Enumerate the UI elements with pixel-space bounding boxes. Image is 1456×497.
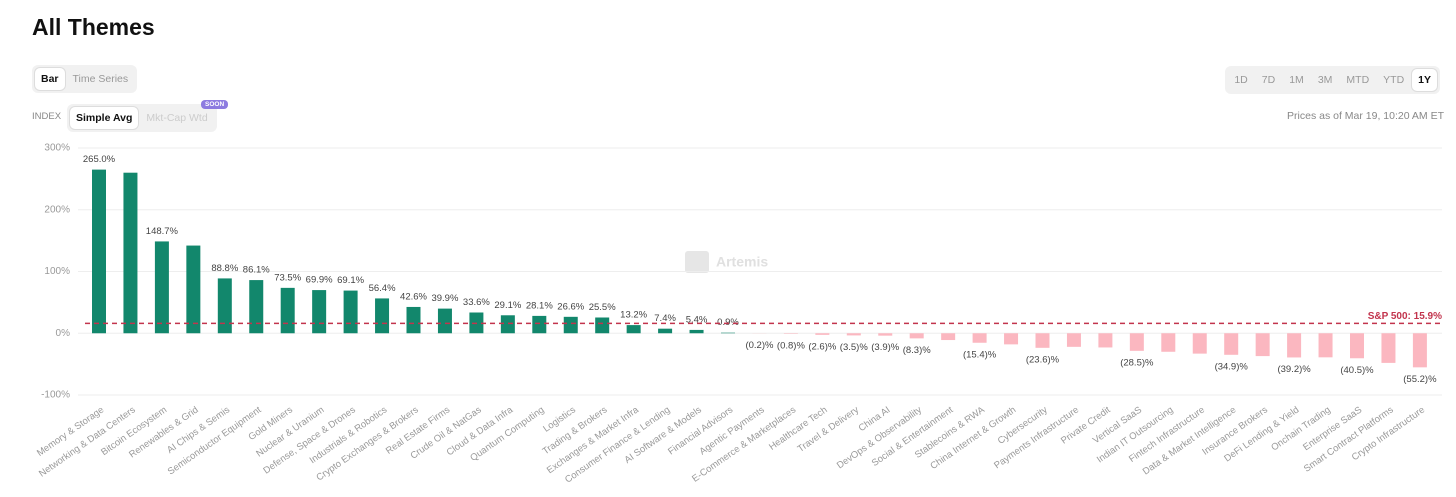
y-tick-label: 100% <box>44 266 70 277</box>
bar <box>406 306 421 334</box>
watermark: Artemis <box>716 254 768 270</box>
value-label: 56.4% <box>369 283 396 294</box>
bar <box>92 169 106 334</box>
bar <box>1287 333 1302 358</box>
watermark-icon <box>685 251 709 273</box>
bar <box>941 333 956 341</box>
view-option[interactable]: Bar <box>35 68 65 90</box>
value-label: 26.6% <box>557 301 584 312</box>
index-option[interactable]: Mkt-Cap Wtd <box>146 112 208 124</box>
bar <box>280 287 295 334</box>
y-tick-label: 200% <box>44 204 70 215</box>
value-label: 33.6% <box>463 297 490 308</box>
value-label: 265.0% <box>83 154 116 165</box>
bar <box>1066 333 1081 347</box>
value-label: (28.5)% <box>1120 357 1154 368</box>
timeframe-option[interactable]: 7D <box>1261 74 1276 86</box>
view-option[interactable]: Time Series <box>72 73 129 85</box>
y-tick-label: 300% <box>44 143 70 154</box>
bar <box>123 172 138 334</box>
y-tick-label: 0% <box>56 328 71 339</box>
value-label: 148.7% <box>146 226 179 237</box>
value-label: 29.1% <box>494 300 521 311</box>
value-label: 86.1% <box>243 265 270 276</box>
view-toggle: Bar Time Series <box>32 65 138 93</box>
bar <box>500 315 515 334</box>
value-label: (3.9)% <box>871 342 900 353</box>
value-label: (39.2)% <box>1277 364 1311 375</box>
bar <box>1318 333 1333 358</box>
bar <box>532 315 547 334</box>
bar <box>1412 333 1427 368</box>
value-label: 39.9% <box>431 293 458 304</box>
bar <box>626 325 641 334</box>
value-label: 73.5% <box>274 272 301 283</box>
bar <box>1161 333 1176 352</box>
bar <box>1004 333 1019 345</box>
value-label: (40.5)% <box>1340 365 1374 376</box>
value-label: (3.5)% <box>840 342 869 353</box>
value-label: (2.6)% <box>808 341 837 352</box>
timeframe-toggle: 1D 7D 1M 3M MTD YTD 1Y <box>1225 66 1440 94</box>
bar <box>343 290 358 334</box>
bar <box>878 333 893 336</box>
timeframe-option[interactable]: 1D <box>1234 74 1248 86</box>
bar <box>721 332 735 334</box>
bar <box>658 328 673 334</box>
value-label: 13.2% <box>620 310 647 321</box>
index-label: INDEX <box>32 111 62 122</box>
bar <box>154 241 169 334</box>
value-label: (23.6)% <box>1026 354 1060 365</box>
value-label: 28.1% <box>526 300 553 311</box>
bar <box>249 280 264 334</box>
price-note: Prices as of Mar 19, 10:20 AM ET <box>1287 110 1444 122</box>
bar <box>846 333 861 336</box>
value-label: (15.4)% <box>963 349 997 360</box>
bar <box>186 245 201 334</box>
value-label: 42.6% <box>400 291 427 302</box>
bar <box>1098 333 1113 348</box>
bar <box>1381 333 1396 363</box>
timeframe-option[interactable]: 3M <box>1317 74 1333 86</box>
bar <box>217 278 232 334</box>
bar <box>437 308 452 334</box>
value-label: (0.2)% <box>745 340 774 351</box>
bar <box>375 298 390 334</box>
bar <box>909 333 924 339</box>
value-label: 5.4% <box>686 314 708 325</box>
value-label: (8.3)% <box>903 345 932 356</box>
bar <box>1035 333 1050 348</box>
index-option[interactable]: Simple Avg <box>70 107 139 129</box>
bar <box>689 329 704 334</box>
value-label: (55.2)% <box>1403 374 1437 385</box>
value-label: 25.5% <box>589 302 616 313</box>
value-label: (0.8)% <box>777 340 806 351</box>
bar <box>1192 333 1207 354</box>
value-label: 69.9% <box>306 275 333 286</box>
value-label: 69.1% <box>337 275 364 286</box>
bar <box>1350 333 1364 359</box>
bar <box>1129 333 1144 351</box>
bar <box>595 317 610 334</box>
timeframe-option[interactable]: MTD <box>1346 74 1370 86</box>
timeframe-option[interactable]: 1Y <box>1412 69 1437 91</box>
value-label: (34.9)% <box>1215 361 1249 372</box>
y-tick-label: -100% <box>41 390 70 401</box>
value-label: 7.4% <box>654 313 676 324</box>
value-label: 88.8% <box>211 263 238 274</box>
timeframe-option[interactable]: YTD <box>1383 74 1405 86</box>
bar <box>1224 333 1239 355</box>
bar <box>815 333 830 335</box>
page-title: All Themes <box>32 14 155 40</box>
bar <box>563 316 578 334</box>
index-toggle: Simple Avg Mkt-Cap Wtd <box>67 104 217 132</box>
timeframe-option[interactable]: 1M <box>1289 74 1304 86</box>
bar <box>972 333 987 343</box>
bar <box>1255 333 1270 357</box>
soon-badge: SOON <box>201 100 229 109</box>
reference-label: S&P 500: 15.9% <box>1368 311 1442 322</box>
bar <box>312 290 327 334</box>
